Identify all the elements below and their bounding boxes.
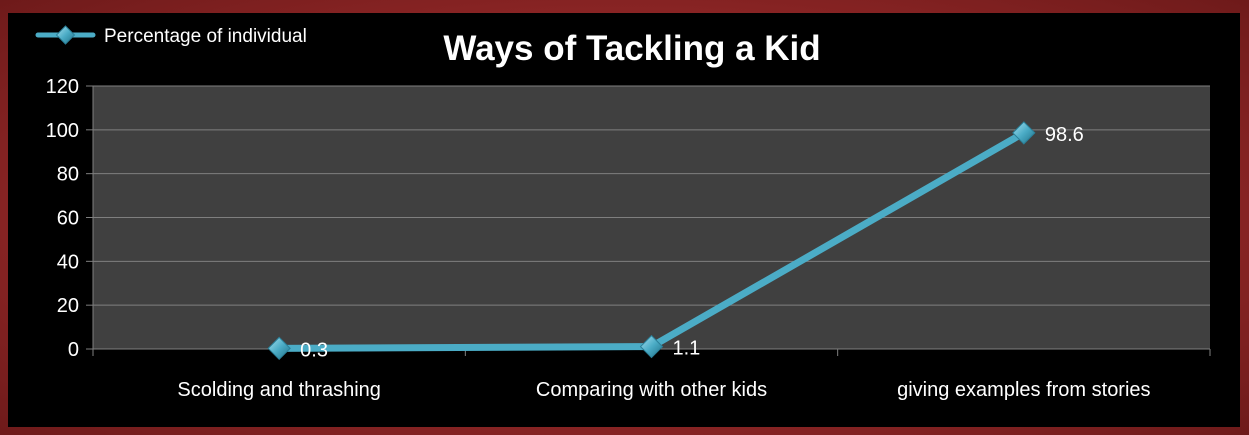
chart-container: 0 20 40 60 80 100 120 Scolding and thrashing Co… <box>8 13 1240 427</box>
legend-marker-icon <box>55 25 76 45</box>
chart-title: Ways of Tackling a Kid <box>443 29 820 68</box>
y-tick-label: 100 <box>46 120 79 142</box>
y-tick-label: 120 <box>46 76 79 98</box>
legend-series-label: Percentage of individual <box>104 26 307 47</box>
x-tick-label: Scolding and thrashing <box>177 379 380 401</box>
y-tick-label: 20 <box>57 295 79 317</box>
data-point-marker <box>267 336 291 361</box>
data-label: 98.6 <box>1045 124 1084 146</box>
y-tick-label: 0 <box>68 339 79 361</box>
series <box>267 121 1036 361</box>
data-point-marker <box>1012 121 1036 145</box>
data-label: 0.3 <box>300 339 328 361</box>
y-tick-label: 40 <box>57 251 79 273</box>
y-tick-label: 80 <box>57 164 79 186</box>
data-label: 1.1 <box>673 338 701 360</box>
x-axis-tick-labels: Scolding and thrashing Comparing with oth… <box>177 379 1150 401</box>
data-labels: 0.3 1.1 98.6 <box>300 124 1084 361</box>
x-tick-label: giving examples from stories <box>897 379 1150 401</box>
data-point-marker <box>639 334 664 359</box>
y-tick-label: 60 <box>57 208 79 230</box>
line-chart: 0 20 40 60 80 100 120 Scolding and thrashing Co… <box>35 25 1211 401</box>
y-axis-tick-labels: 0 20 40 60 80 100 120 <box>46 76 79 361</box>
x-tick-label: Comparing with other kids <box>536 379 767 401</box>
legend: Percentage of individual <box>35 25 307 47</box>
